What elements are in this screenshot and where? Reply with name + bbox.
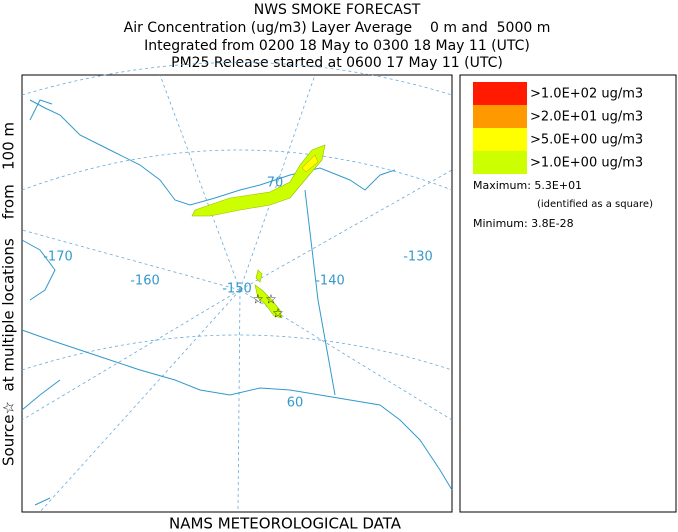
legend-swatch	[473, 151, 527, 174]
legend-label: >2.0E+01 ug/m3	[530, 110, 643, 125]
smoke-plume	[191, 144, 326, 217]
map: ☆ ☆ ☆ 70 -170 -160 -150 -140 -130 60	[21, 62, 453, 513]
map-label: -150	[222, 282, 252, 297]
subtitle: PM25 Release started at 0600 17 May 11 (…	[171, 55, 503, 71]
legend-maximum: Maximum: 5.3E+01	[473, 179, 582, 192]
map-label: 70	[267, 176, 284, 191]
subtitle: Air Concentration (ug/m3) Layer Average …	[124, 20, 551, 36]
map-label: -170	[43, 250, 73, 265]
subtitle: Integrated from 0200 18 May to 0300 18 M…	[144, 38, 530, 54]
graticule	[21, 334, 453, 371]
title: NWS SMOKE FORECAST	[254, 2, 421, 18]
legend-label: >1.0E+00 ug/m3	[530, 156, 643, 171]
footer: NAMS METEOROLOGICAL DATA	[169, 515, 402, 532]
coastline	[21, 99, 453, 506]
source-star: ☆	[272, 307, 284, 322]
smoke-plume	[301, 154, 319, 173]
graticule	[21, 149, 453, 191]
side-label: Source☆ at multiple locations from 100 m	[0, 122, 18, 466]
legend-note: (identified as a square)	[537, 199, 653, 210]
map-label: -130	[403, 250, 433, 265]
map-label: -140	[315, 274, 345, 289]
legend-label: >5.0E+00 ug/m3	[530, 133, 643, 148]
legend-minimum: Minimum: 3.8E-28	[473, 217, 574, 230]
legend: >1.0E+02 ug/m3 >2.0E+01 ug/m3 >5.0E+00 ug/…	[473, 82, 643, 174]
graticule	[21, 62, 453, 96]
source-star: ☆	[265, 293, 277, 308]
map-frame	[21, 74, 453, 513]
legend-swatch	[473, 82, 527, 105]
smoke-plume	[254, 269, 283, 319]
legend-swatch	[473, 128, 527, 151]
legend-label: >1.0E+02 ug/m3	[530, 87, 643, 102]
graticule	[21, 74, 453, 513]
border	[304, 189, 336, 396]
source-star: ☆	[252, 293, 264, 308]
legend-swatch	[473, 105, 527, 128]
map-label: -160	[130, 274, 160, 289]
map-label: 60	[287, 396, 304, 411]
